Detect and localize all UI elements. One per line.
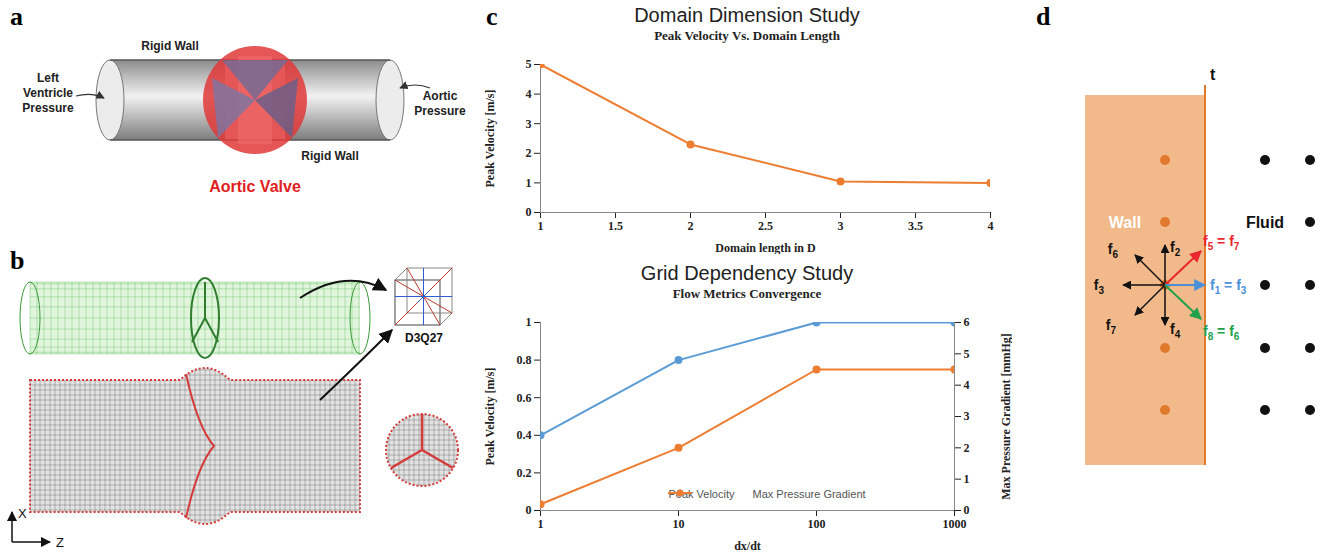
html-text:Peak Velocity Vs. Domain Lengt: Peak Velocity Vs. Domain Length: [654, 28, 840, 43]
svg-text:Rigid Wall: Rigid Wall: [141, 39, 199, 53]
svg-text:2: 2: [526, 146, 532, 160]
svg-text:2: 2: [964, 441, 970, 455]
svg-text:0: 0: [526, 205, 532, 219]
svg-text:Left: Left: [37, 71, 59, 85]
svg-text:f8 = f6: f8 = f6: [1203, 323, 1240, 342]
svg-text:Z: Z: [56, 535, 64, 550]
html-text:Domain Dimension Study: Domain Dimension Study: [634, 4, 860, 26]
svg-text:dx/dt: dx/dt: [734, 539, 761, 553]
svg-text:0: 0: [964, 503, 970, 517]
svg-text:D3Q27: D3Q27: [405, 331, 443, 345]
svg-text:5: 5: [964, 347, 970, 361]
svg-text:Peak Velocity [m/s]: Peak Velocity [m/s]: [483, 90, 497, 188]
svg-text:Ventricle: Ventricle: [23, 86, 73, 100]
svg-text:f6: f6: [1108, 241, 1119, 260]
svg-text:Peak Velocity [m/s]: Peak Velocity [m/s]: [483, 368, 497, 466]
html-text:Peak Velocity: Peak Velocity: [668, 488, 735, 500]
svg-text:3: 3: [964, 409, 970, 423]
svg-text:2: 2: [688, 219, 694, 233]
svg-text:10: 10: [673, 517, 685, 531]
svg-text:0: 0: [526, 503, 532, 517]
svg-text:3: 3: [838, 219, 844, 233]
svg-text:t: t: [1210, 66, 1216, 83]
svg-text:f4: f4: [1170, 321, 1181, 340]
svg-text:3: 3: [526, 117, 532, 131]
svg-text:6: 6: [964, 315, 970, 329]
svg-text:1: 1: [526, 315, 532, 329]
svg-text:5: 5: [526, 57, 532, 71]
svg-text:4: 4: [964, 378, 970, 392]
svg-text:Rigid Wall: Rigid Wall: [301, 149, 359, 163]
svg-text:0.8: 0.8: [517, 353, 532, 367]
svg-text:Domain length in D: Domain length in D: [715, 241, 816, 255]
html-text:Max Pressure Gradient: Max Pressure Gradient: [752, 488, 866, 500]
svg-text:Aortic Valve: Aortic Valve: [209, 178, 301, 195]
svg-text:1: 1: [526, 176, 532, 190]
svg-text:0.6: 0.6: [517, 391, 532, 405]
svg-text:3.5: 3.5: [908, 219, 923, 233]
svg-text:f7: f7: [1106, 317, 1117, 336]
svg-text:0.4: 0.4: [517, 428, 532, 442]
svg-text:1: 1: [538, 517, 544, 531]
svg-text:Aortic: Aortic: [423, 89, 458, 103]
html-text:Grid Dependency Study: Grid Dependency Study: [640, 262, 854, 284]
html-text:a: a: [10, 2, 23, 31]
svg-text:X: X: [18, 506, 27, 521]
svg-text:0.2: 0.2: [517, 466, 532, 480]
svg-text:4: 4: [526, 87, 532, 101]
svg-text:100: 100: [808, 517, 826, 531]
svg-text:Pressure: Pressure: [22, 101, 74, 115]
svg-text:2.5: 2.5: [758, 219, 773, 233]
svg-text:f2: f2: [1170, 239, 1181, 258]
svg-text:f5 = f7: f5 = f7: [1203, 233, 1240, 252]
svg-text:Pressure: Pressure: [414, 104, 466, 118]
html-text:d: d: [1036, 2, 1051, 31]
svg-text:4: 4: [988, 219, 994, 233]
svg-text:Max Pressure Gradient [mmHg]: Max Pressure Gradient [mmHg]: [999, 333, 1013, 500]
html-text:c: c: [486, 2, 498, 31]
svg-text:1: 1: [964, 472, 970, 486]
svg-text:Fluid: Fluid: [1246, 214, 1284, 231]
svg-text:f1 = f3: f1 = f3: [1210, 277, 1247, 296]
svg-text:1000: 1000: [943, 517, 967, 531]
svg-text:1: 1: [538, 219, 544, 233]
html-text:Flow Metrics Convergence: Flow Metrics Convergence: [672, 286, 822, 301]
html-text:b: b: [10, 246, 25, 275]
svg-text:1.5: 1.5: [608, 219, 623, 233]
svg-text:f3: f3: [1094, 277, 1105, 296]
svg-text:Wall: Wall: [1109, 214, 1141, 231]
